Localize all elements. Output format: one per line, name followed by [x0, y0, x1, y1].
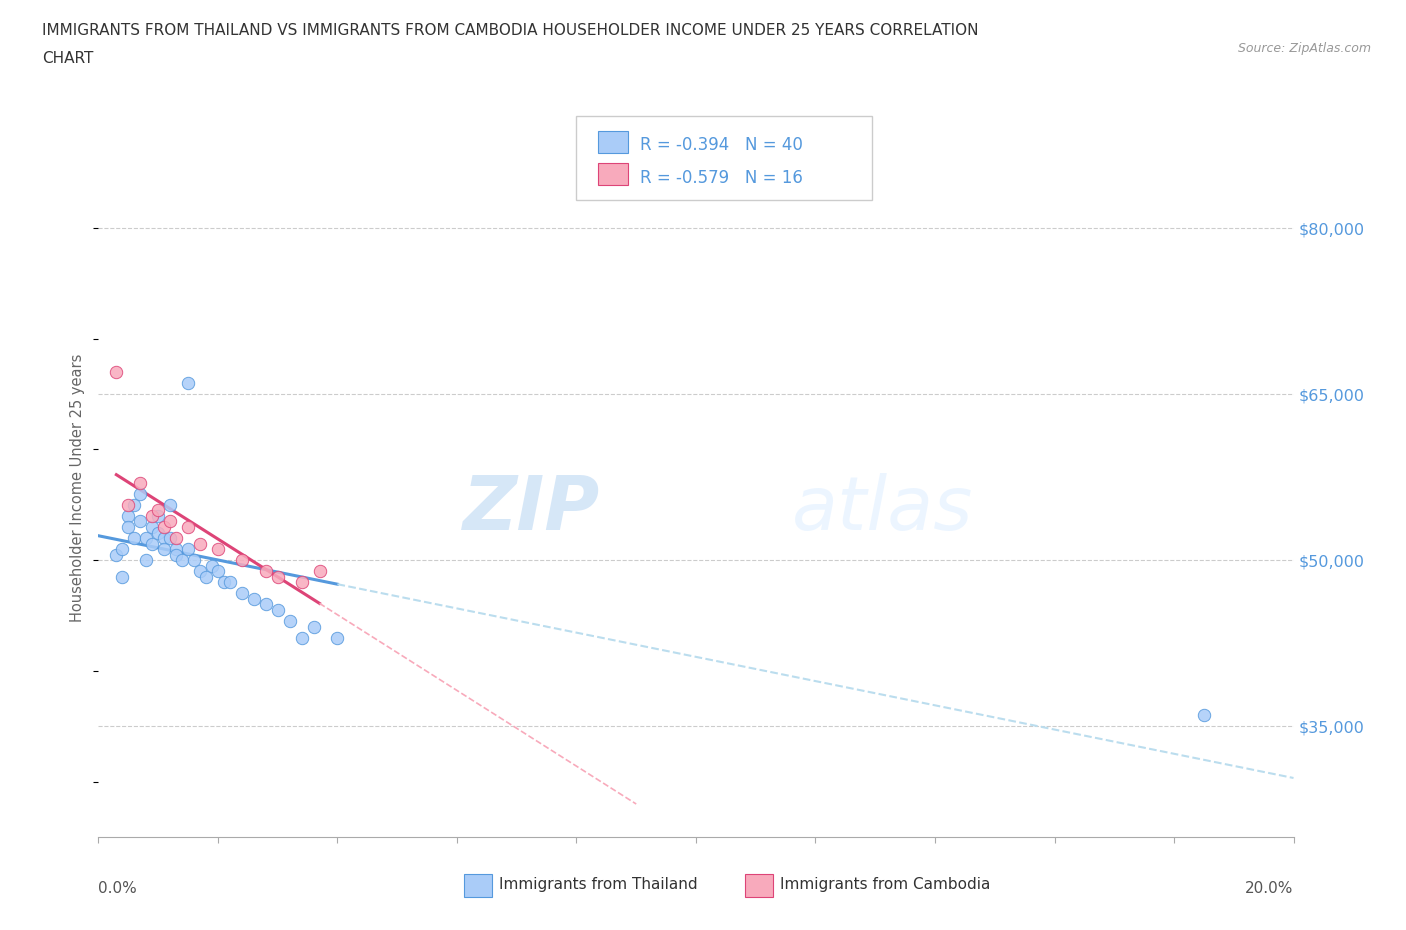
Point — [177, 520, 200, 535]
Text: Immigrants from Thailand: Immigrants from Thailand — [499, 877, 697, 892]
Point — [254, 597, 277, 612]
Point — [124, 531, 146, 546]
Text: atlas: atlas — [792, 473, 973, 545]
Point — [148, 525, 170, 540]
Point — [129, 486, 152, 501]
Point — [267, 569, 290, 584]
Point — [141, 537, 163, 551]
Point — [278, 614, 301, 629]
Point — [231, 552, 253, 567]
Point — [188, 564, 211, 578]
Point — [117, 520, 139, 535]
Point — [183, 552, 205, 567]
Point — [219, 575, 242, 590]
Point — [135, 531, 157, 546]
Point — [291, 575, 314, 590]
Point — [159, 514, 181, 529]
Point — [267, 603, 290, 618]
Point — [124, 498, 146, 512]
Point — [159, 498, 181, 512]
Point — [201, 558, 224, 573]
Point — [195, 569, 218, 584]
Point — [243, 591, 266, 606]
Point — [135, 552, 157, 567]
Text: ZIP: ZIP — [463, 472, 600, 546]
Text: IMMIGRANTS FROM THAILAND VS IMMIGRANTS FROM CAMBODIA HOUSEHOLDER INCOME UNDER 25: IMMIGRANTS FROM THAILAND VS IMMIGRANTS F… — [42, 23, 979, 38]
Point — [153, 520, 176, 535]
Point — [177, 541, 200, 556]
Point — [111, 541, 134, 556]
Point — [231, 586, 253, 601]
Point — [207, 541, 229, 556]
Text: R = -0.394   N = 40: R = -0.394 N = 40 — [640, 136, 803, 153]
Point — [302, 619, 325, 634]
Point — [129, 475, 152, 490]
Text: CHART: CHART — [42, 51, 94, 66]
Point — [111, 569, 134, 584]
Point — [105, 547, 128, 562]
Text: R = -0.579   N = 16: R = -0.579 N = 16 — [640, 169, 803, 187]
Point — [129, 514, 152, 529]
Point — [153, 531, 176, 546]
Point — [165, 531, 187, 546]
Point — [165, 541, 187, 556]
Point — [1192, 708, 1215, 723]
Point — [291, 631, 314, 645]
Point — [148, 509, 170, 524]
Point — [172, 552, 194, 567]
Point — [141, 509, 163, 524]
Point — [148, 503, 170, 518]
Point — [308, 564, 330, 578]
Text: 0.0%: 0.0% — [98, 882, 138, 897]
Point — [105, 365, 128, 379]
Point — [153, 541, 176, 556]
Y-axis label: Householder Income Under 25 years: Householder Income Under 25 years — [70, 354, 86, 622]
Point — [326, 631, 349, 645]
Point — [188, 537, 211, 551]
Point — [159, 531, 181, 546]
Point — [141, 520, 163, 535]
Point — [254, 564, 277, 578]
Text: Source: ZipAtlas.com: Source: ZipAtlas.com — [1237, 42, 1371, 55]
Text: 20.0%: 20.0% — [1246, 882, 1294, 897]
Point — [117, 509, 139, 524]
Point — [177, 376, 200, 391]
Text: Immigrants from Cambodia: Immigrants from Cambodia — [780, 877, 991, 892]
Point — [207, 564, 229, 578]
Point — [212, 575, 235, 590]
Point — [117, 498, 139, 512]
Point — [165, 547, 187, 562]
